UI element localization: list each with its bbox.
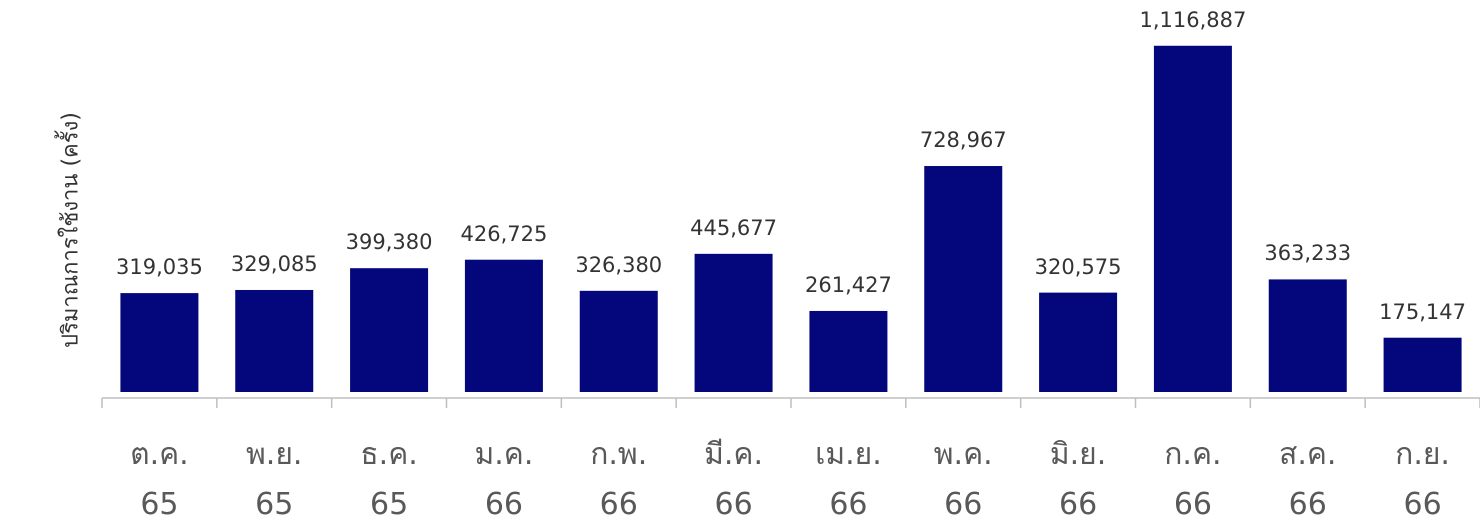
x-tick-label: มี.ค. 66 [704,437,764,522]
bar [924,166,1003,392]
y-axis-label: ปริมาณการใช้งาน (ครั้ง) [58,112,84,348]
bar [579,290,658,392]
x-tick-label: มิ.ย. 66 [1049,437,1107,522]
x-tick-label: ก.ค. 66 [1164,437,1222,522]
bar [120,293,199,392]
x-tick-label: ต.ค. 65 [130,437,189,522]
value-label: 319,035 [115,255,203,280]
value-label: 175,147 [1379,299,1466,324]
bar [1383,337,1462,392]
bar [1268,279,1347,392]
x-tick-label: ธ.ค. 65 [360,437,418,522]
bar [464,259,543,392]
bar [809,310,888,392]
value-label: 399,380 [345,230,433,255]
x-tick-label: พ.ค. 66 [933,437,993,522]
value-label: 326,380 [575,252,663,277]
value-label: 1,116,887 [1139,7,1247,32]
bar [350,268,429,392]
x-tick-label: ก.พ. 66 [590,437,648,522]
x-tick-label: ส.ค. 66 [1279,437,1337,522]
bar [694,253,773,392]
value-label: 728,967 [919,128,1007,153]
value-label: 329,085 [230,251,318,276]
bar [235,289,314,392]
value-label: 445,677 [690,215,777,240]
value-label: 426,725 [460,221,548,246]
value-label: 320,575 [1034,254,1122,279]
bar [1039,292,1118,392]
x-tick-label: ก.ย. 66 [1395,437,1450,522]
value-label: 363,233 [1264,241,1352,266]
bar [1153,45,1232,393]
x-tick-label: เม.ย. 66 [815,437,882,522]
x-tick-label: ม.ค. 66 [474,437,534,522]
value-label: 261,427 [804,272,892,297]
x-tick-label: พ.ย. 65 [246,437,303,522]
